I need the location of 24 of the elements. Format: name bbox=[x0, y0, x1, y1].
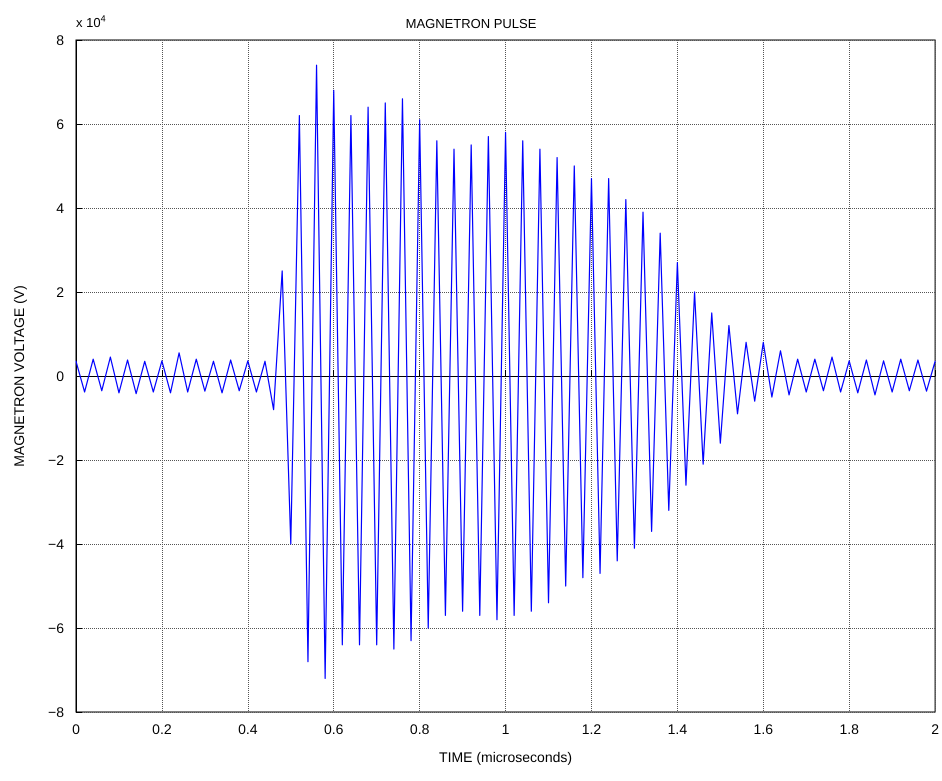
x-tick-label: 2 bbox=[931, 721, 940, 737]
y-tick-label: 8 bbox=[56, 32, 64, 48]
chart-title: MAGNETRON PULSE bbox=[406, 16, 537, 31]
x-tick-label: 0 bbox=[72, 721, 80, 737]
y-tick-label: 0 bbox=[56, 368, 64, 384]
y-tick-label: −4 bbox=[48, 536, 64, 552]
y-tick-label: 6 bbox=[56, 116, 64, 132]
x-tick-label: 0.2 bbox=[152, 721, 172, 737]
x-tick-label: 0.4 bbox=[238, 721, 258, 737]
y-tick-label: 2 bbox=[56, 284, 64, 300]
x-tick-label: 1.2 bbox=[582, 721, 602, 737]
x-axis-title: TIME (microseconds) bbox=[439, 749, 572, 765]
y-tick-label: −8 bbox=[48, 704, 64, 720]
x-tick-label: 1.8 bbox=[839, 721, 860, 737]
x-tick-label: 0.6 bbox=[324, 721, 344, 737]
x-tick-label: 0.8 bbox=[410, 721, 430, 737]
y-tick-label: −2 bbox=[48, 452, 64, 468]
x-tick-label: 1 bbox=[502, 721, 510, 737]
y-tick-label: 4 bbox=[56, 200, 64, 216]
x-tick-label: 1.6 bbox=[754, 721, 774, 737]
x-tick-label: 1.4 bbox=[668, 721, 688, 737]
y-tick-label: −6 bbox=[48, 620, 64, 636]
y-axis-title: MAGNETRON VOLTAGE (V) bbox=[11, 285, 27, 467]
line-series bbox=[75, 64, 936, 679]
